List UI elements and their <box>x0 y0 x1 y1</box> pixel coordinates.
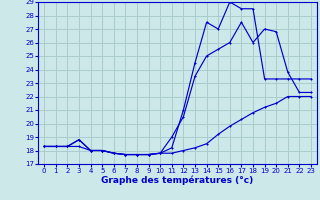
X-axis label: Graphe des températures (°c): Graphe des températures (°c) <box>101 176 254 185</box>
